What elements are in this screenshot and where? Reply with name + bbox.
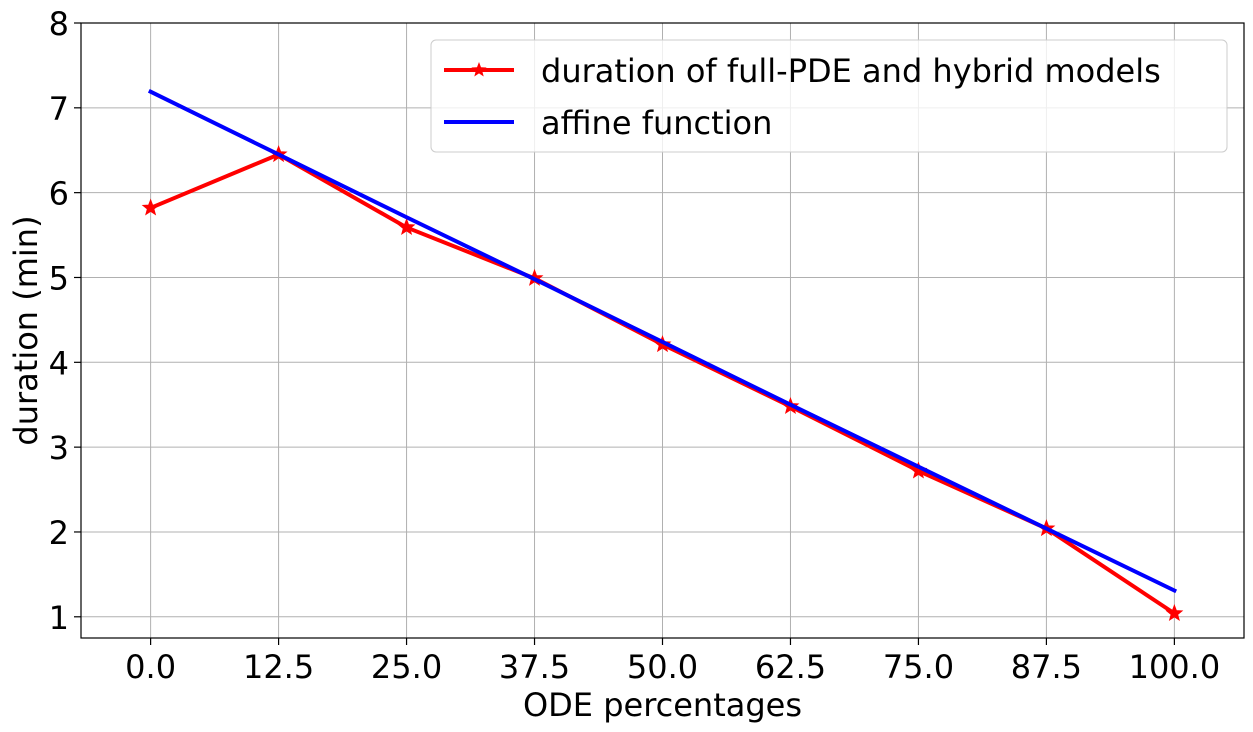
data-point-star (141, 198, 160, 216)
data-point-star (397, 218, 416, 236)
x-tick-label: 50.0 (627, 648, 698, 686)
x-tick-label: 87.5 (1011, 648, 1082, 686)
series-line-affine (147, 89, 1178, 594)
legend-entry-affine: affine function (541, 104, 772, 142)
y-tick-label: 5 (49, 259, 69, 297)
x-tick-label: 37.5 (499, 648, 570, 686)
x-tick-label: 75.0 (883, 648, 954, 686)
y-tick-label: 6 (49, 175, 69, 213)
legend: duration of full-PDE and hybrid models a… (430, 39, 1228, 153)
y-tick-label: 1 (49, 599, 69, 637)
y-tick-label: 4 (49, 344, 69, 382)
x-tick-label: 62.5 (755, 648, 826, 686)
x-tick-label: 25.0 (371, 648, 442, 686)
x-tick-label: 12.5 (243, 648, 314, 686)
x-tick-label: 0.0 (125, 648, 176, 686)
y-tick-label: 8 (49, 5, 69, 43)
legend-entry-full-pde: duration of full-PDE and hybrid models (541, 52, 1161, 90)
y-axis-label: duration (min) (7, 215, 45, 445)
y-tick-label: 2 (49, 514, 69, 552)
x-tick-label: 100.0 (1129, 648, 1221, 686)
y-tick-label: 3 (49, 429, 69, 467)
y-tick-label: 7 (49, 90, 69, 128)
x-axis-label: ODE percentages (523, 686, 802, 724)
axis-ticks: 0.0 12.5 25.0 37.5 50.0 62.5 75.0 87.5 100.0 1 2 3 4… (49, 5, 1221, 686)
legend-star-marker (471, 62, 487, 77)
series-layer (141, 89, 1184, 622)
legend-box (430, 39, 1228, 153)
data-point-star (1165, 603, 1184, 622)
